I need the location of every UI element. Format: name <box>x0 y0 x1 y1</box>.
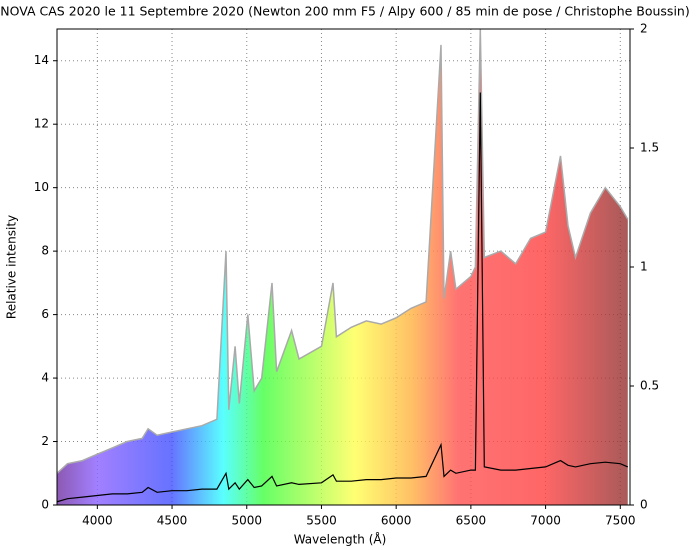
x-tick-label: 5500 <box>306 514 337 528</box>
x-tick-label: 7000 <box>530 514 561 528</box>
y-tick-label: 10 <box>34 180 49 194</box>
y-axis-label: Relative intensity <box>5 215 19 319</box>
y2-tick-label: 1 <box>640 260 648 274</box>
y-tick-label: 0 <box>41 498 49 512</box>
y-tick-label: 2 <box>41 434 49 448</box>
x-tick-label: 7500 <box>605 514 636 528</box>
x-tick-label: 6000 <box>381 514 412 528</box>
y2-tick-label: 0.5 <box>640 379 659 393</box>
x-tick-label: 5000 <box>231 514 262 528</box>
x-tick-label: 6500 <box>456 514 487 528</box>
spectrum-line <box>57 92 629 503</box>
x-tick-label: 4500 <box>157 514 188 528</box>
spectrum-area <box>57 29 628 505</box>
y2-tick-label: 0 <box>640 498 648 512</box>
spectrum-line <box>57 29 629 474</box>
y2-tick-label: 2 <box>640 22 648 36</box>
y-tick-label: 6 <box>41 307 49 321</box>
plot-area <box>57 29 630 505</box>
x-axis-label: Wavelength (Å) <box>294 532 387 547</box>
y-tick-label: 12 <box>34 117 49 131</box>
x-tick-label: 4000 <box>82 514 113 528</box>
y2-tick-label: 1.5 <box>640 141 659 155</box>
chart-title: NOVA CAS 2020 le 11 Septembre 2020 (Newt… <box>0 4 689 19</box>
y-tick-label: 14 <box>34 53 49 67</box>
y-tick-label: 8 <box>41 244 49 258</box>
y-tick-label: 4 <box>41 371 49 385</box>
